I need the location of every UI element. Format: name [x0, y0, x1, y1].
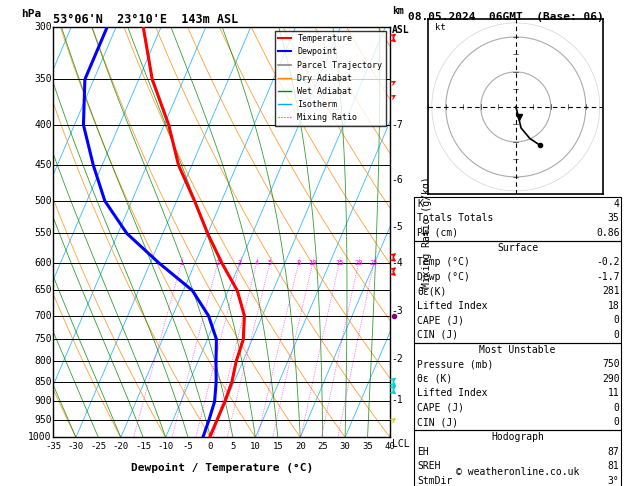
Text: Most Unstable: Most Unstable [479, 345, 556, 355]
Text: -5: -5 [182, 442, 194, 451]
Text: 1: 1 [179, 260, 184, 266]
Text: CAPE (J): CAPE (J) [417, 403, 464, 413]
Text: Pressure (mb): Pressure (mb) [417, 359, 493, 369]
Text: CIN (J): CIN (J) [417, 417, 458, 428]
Text: 550: 550 [34, 228, 52, 239]
Text: 0: 0 [614, 330, 620, 340]
Text: 1000: 1000 [28, 433, 52, 442]
Text: 2: 2 [216, 260, 220, 266]
Text: Dewp (°C): Dewp (°C) [417, 272, 470, 282]
Text: -20: -20 [113, 442, 129, 451]
Text: 30: 30 [340, 442, 350, 451]
Text: Surface: Surface [497, 243, 538, 253]
Text: 290: 290 [602, 374, 620, 384]
Text: 81: 81 [608, 461, 620, 471]
Text: 650: 650 [34, 285, 52, 295]
Text: 700: 700 [34, 311, 52, 321]
Text: 800: 800 [34, 356, 52, 366]
Text: 08.05.2024  06GMT  (Base: 06): 08.05.2024 06GMT (Base: 06) [408, 12, 604, 22]
Text: 0.86: 0.86 [596, 228, 620, 238]
Text: -35: -35 [45, 442, 62, 451]
Text: 850: 850 [34, 377, 52, 387]
Text: -1.7: -1.7 [596, 272, 620, 282]
Text: -3: -3 [392, 306, 403, 316]
Text: -0.2: -0.2 [596, 257, 620, 267]
Text: 5: 5 [268, 260, 272, 266]
Text: 15: 15 [272, 442, 283, 451]
Text: 400: 400 [34, 120, 52, 130]
Text: -6: -6 [392, 175, 403, 185]
Text: -4: -4 [392, 258, 403, 268]
Text: -1: -1 [392, 395, 403, 404]
Text: StmDir: StmDir [417, 476, 452, 486]
Text: 0: 0 [614, 417, 620, 428]
Text: 11: 11 [608, 388, 620, 399]
Text: Lifted Index: Lifted Index [417, 388, 487, 399]
Text: 8: 8 [296, 260, 301, 266]
Text: SREH: SREH [417, 461, 440, 471]
Text: 900: 900 [34, 397, 52, 406]
Text: kt: kt [435, 23, 446, 32]
Text: 18: 18 [608, 301, 620, 311]
Text: K: K [417, 199, 423, 209]
Text: km: km [392, 6, 403, 17]
Text: 750: 750 [602, 359, 620, 369]
Text: 0: 0 [614, 403, 620, 413]
Text: 0: 0 [208, 442, 213, 451]
Text: 3°: 3° [608, 476, 620, 486]
Text: -5: -5 [392, 222, 403, 232]
Text: -10: -10 [158, 442, 174, 451]
Text: 87: 87 [608, 447, 620, 457]
Text: 25: 25 [317, 442, 328, 451]
Text: 950: 950 [34, 415, 52, 425]
Text: PW (cm): PW (cm) [417, 228, 458, 238]
Text: 4: 4 [255, 260, 259, 266]
Text: Lifted Index: Lifted Index [417, 301, 487, 311]
Text: 35: 35 [608, 213, 620, 224]
Text: -25: -25 [91, 442, 106, 451]
Text: 3: 3 [238, 260, 242, 266]
Text: Dewpoint / Temperature (°C): Dewpoint / Temperature (°C) [131, 463, 313, 473]
Text: Totals Totals: Totals Totals [417, 213, 493, 224]
Text: 500: 500 [34, 196, 52, 206]
Text: 10: 10 [250, 442, 261, 451]
Text: 10: 10 [308, 260, 317, 266]
Text: θε(K): θε(K) [417, 286, 447, 296]
Text: 20: 20 [354, 260, 363, 266]
Text: © weatheronline.co.uk: © weatheronline.co.uk [456, 467, 579, 477]
Text: Temp (°C): Temp (°C) [417, 257, 470, 267]
Text: 15: 15 [335, 260, 343, 266]
Text: 350: 350 [34, 74, 52, 84]
Text: 35: 35 [362, 442, 373, 451]
Text: hPa: hPa [21, 9, 42, 18]
Text: 300: 300 [34, 22, 52, 32]
Text: CIN (J): CIN (J) [417, 330, 458, 340]
Text: -30: -30 [68, 442, 84, 451]
Text: 5: 5 [230, 442, 236, 451]
Text: 450: 450 [34, 160, 52, 170]
Text: 0: 0 [614, 315, 620, 326]
Text: 20: 20 [295, 442, 306, 451]
Text: -2: -2 [392, 354, 403, 364]
Text: -15: -15 [135, 442, 151, 451]
Text: 281: 281 [602, 286, 620, 296]
Text: LCL: LCL [392, 438, 409, 449]
Text: EH: EH [417, 447, 429, 457]
Text: 4: 4 [614, 199, 620, 209]
Text: θε (K): θε (K) [417, 374, 452, 384]
Text: ASL: ASL [392, 25, 409, 35]
Text: 750: 750 [34, 334, 52, 344]
Text: 40: 40 [384, 442, 396, 451]
Text: CAPE (J): CAPE (J) [417, 315, 464, 326]
Text: Mixing Ratio (g/kg): Mixing Ratio (g/kg) [422, 176, 432, 288]
Legend: Temperature, Dewpoint, Parcel Trajectory, Dry Adiabat, Wet Adiabat, Isotherm, Mi: Temperature, Dewpoint, Parcel Trajectory… [275, 31, 386, 125]
Text: 600: 600 [34, 258, 52, 268]
Text: -7: -7 [392, 120, 403, 130]
Text: 25: 25 [370, 260, 378, 266]
Text: 53°06'N  23°10'E  143m ASL: 53°06'N 23°10'E 143m ASL [53, 13, 239, 26]
Text: Hodograph: Hodograph [491, 432, 544, 442]
